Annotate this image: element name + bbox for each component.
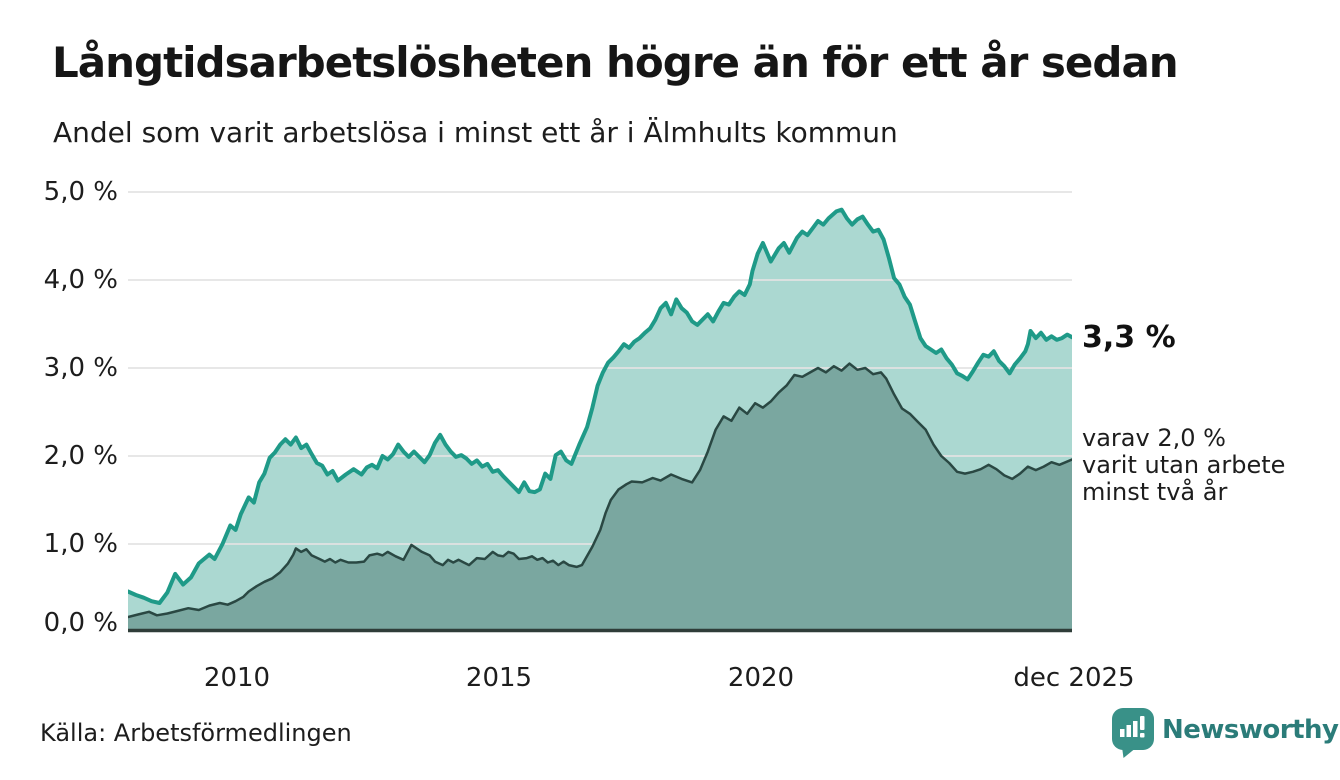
logo-bubble-tail [1122,747,1137,758]
y-tick-1: 1,0 % [43,529,118,559]
subseries-label-line-1: varav 2,0 % [1082,424,1226,452]
x-tick-dec-2025: dec 2025 [1013,663,1135,693]
y-tick-4: 4,0 % [43,265,118,295]
area-over-two-years [128,363,1072,632]
source-caption: Källa: Arbetsförmedlingen [40,719,352,747]
subseries-label-line-2: varit utan arbete [1082,451,1286,479]
logo-bars [1120,716,1145,738]
chart-svg [128,191,1072,633]
subseries-value-label: varav 2,0 % varit utan arbete minst två … [1082,425,1332,506]
line-over-one-year [128,207,1072,605]
line-over-two-years [128,362,1072,619]
latest-value-label: 3,3 % [1082,320,1176,355]
y-tick-5: 5,0 % [43,177,118,207]
x-tick-2010: 2010 [203,663,271,693]
y-tick-2: 2,0 % [43,441,118,471]
newsworthy-logo-text: Newsworthy [1162,715,1339,745]
newsworthy-bubble-chart-icon [1112,708,1154,758]
subseries-label-line-3: minst två år [1082,478,1228,506]
y-tick-3: 3,0 % [43,353,118,383]
page-title: Långtidsarbetslösheten högre än för ett … [52,38,1179,87]
x-tick-2015: 2015 [465,663,533,693]
chart-subtitle: Andel som varit arbetslösa i minst ett å… [53,116,898,149]
newsworthy-logo: Newsworthy [1110,706,1339,758]
y-tick-0: 0,0 % [43,608,118,638]
x-tick-2020: 2020 [727,663,795,693]
